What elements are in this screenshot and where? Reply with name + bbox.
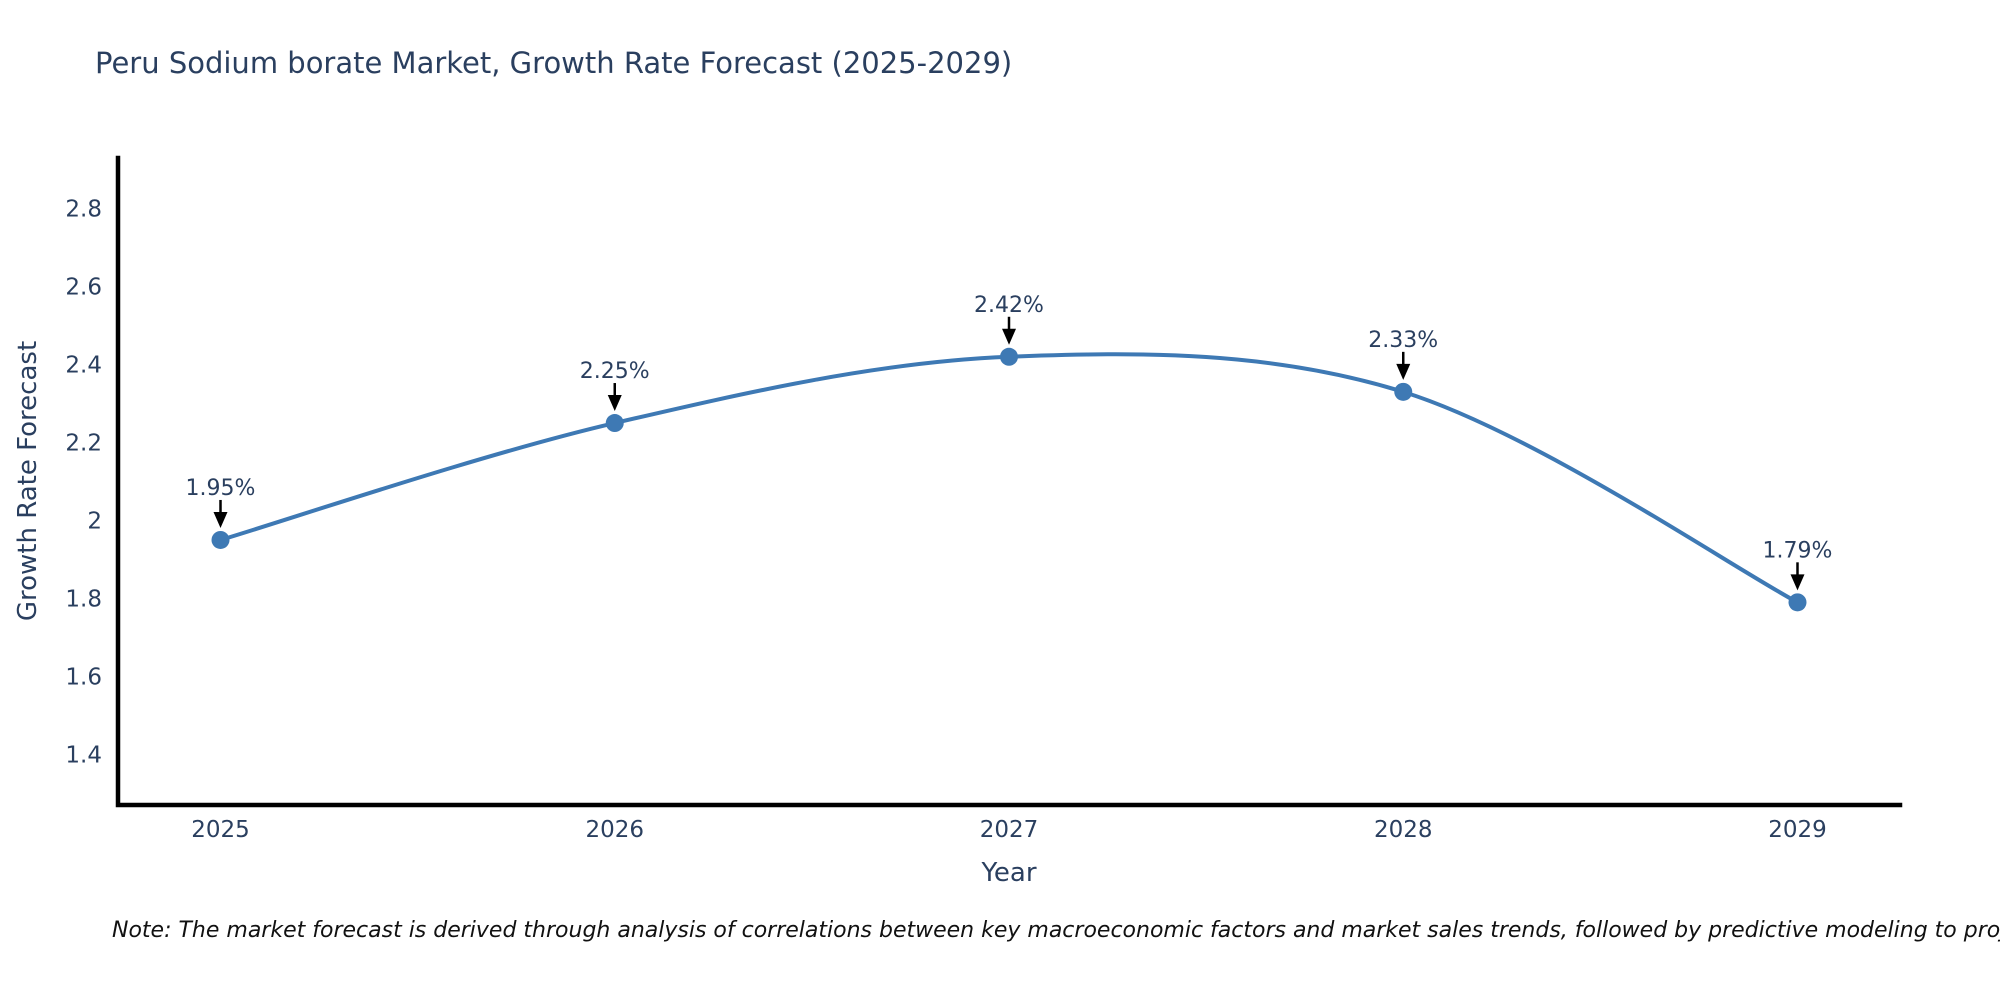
series-line [218, 352, 1800, 605]
data-point-marker[interactable] [211, 530, 230, 549]
y-tick-label: 2 [87, 508, 102, 534]
y-tick-label: 1.6 [65, 664, 102, 690]
data-point-marker[interactable] [1394, 382, 1413, 401]
axis-lines [115, 155, 1903, 808]
annotation-arrowhead [1002, 328, 1016, 345]
y-tick-label: 2.6 [65, 275, 102, 301]
annotation-arrowhead [1790, 574, 1805, 591]
annotation-arrowhead [607, 395, 622, 412]
footnote: Note: The market forecast is derived thr… [112, 918, 2000, 943]
annotation-arrowhead [213, 511, 228, 528]
x-tick-label: 2029 [1768, 817, 1827, 843]
data-point-label: 1.79% [1763, 538, 1833, 563]
x-tick-label: 2028 [1374, 817, 1433, 843]
y-tick-label: 2.4 [65, 353, 102, 379]
chart-title: Peru Sodium borate Market, Growth Rate F… [95, 46, 1013, 80]
data-point-label: 2.42% [974, 293, 1044, 318]
data-point-label: 1.95% [186, 476, 256, 501]
x-tick-label: 2025 [191, 817, 250, 843]
data-point-marker[interactable] [1788, 593, 1807, 612]
data-point-label: 2.33% [1368, 328, 1438, 353]
data-point-marker[interactable] [1000, 347, 1018, 366]
data-point-marker[interactable] [605, 414, 624, 433]
y-tick-label: 1.4 [65, 742, 102, 768]
x-tick-label: 2026 [585, 817, 644, 843]
y-tick-label: 2.8 [65, 197, 102, 223]
y-tick-label: 2.2 [65, 431, 102, 457]
x-tick-label: 2027 [980, 817, 1039, 843]
x-axis-title: Year [981, 858, 1037, 888]
annotation-arrowhead [1396, 363, 1411, 380]
y-tick-label: 1.8 [65, 586, 102, 612]
data-point-label: 2.25% [580, 359, 650, 384]
